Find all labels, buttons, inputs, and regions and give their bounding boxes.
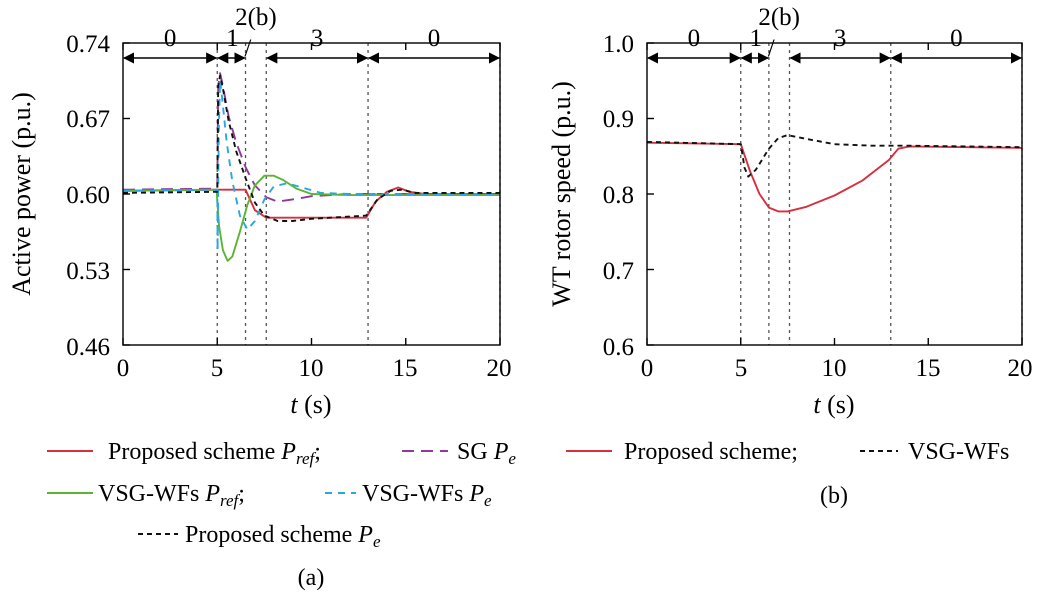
phase-label: 3 (834, 25, 847, 52)
xtick-label: 0 (641, 355, 654, 382)
y-axis-label-a: Active power (p.u.) (7, 92, 36, 296)
xtick-label: 5 (735, 355, 748, 382)
legend-item-sg-pe: SG Pe (457, 439, 516, 468)
ticks-b (646, 42, 1023, 346)
phase-slash: / (244, 35, 251, 62)
caption-a: (a) (298, 565, 325, 591)
plot-frame-b (646, 42, 1023, 346)
legend-item-proposed-pe: Proposed scheme Pe (185, 522, 381, 551)
ytick-label: 0.8 (603, 182, 634, 209)
series-group-a (122, 72, 500, 262)
legend-item-vsg-pe: VSG-WFs Pe (362, 481, 492, 510)
xtick-label: 20 (487, 355, 512, 382)
ytick-label: 0.67 (66, 106, 110, 133)
ticks-a (122, 42, 501, 346)
phase-note-label: 2(b) (235, 4, 277, 31)
ytick-label: 0.9 (603, 106, 634, 133)
ytick-label: 0.74 (66, 31, 110, 58)
series-line (122, 72, 500, 203)
legend-item-proposed-pref: Proposed scheme Pref; (108, 439, 321, 468)
x-axis-label-b: t (s) (813, 390, 854, 419)
phase-boundaries-b (740, 43, 1023, 345)
phase-label: 1 (226, 25, 239, 52)
series-line (122, 79, 500, 252)
legend-item-vsg-wfs: VSG-WFs (908, 439, 1009, 465)
phase-annotations-a: 0 1 3 0 2(b) / (122, 4, 501, 64)
series-line (646, 134, 1023, 178)
phase-slash: / (768, 35, 775, 62)
series-group-b (646, 134, 1023, 213)
phase-label: 3 (311, 25, 324, 52)
series-line (646, 141, 1023, 213)
xtick-label: 15 (916, 355, 941, 382)
caption-b: (b) (820, 483, 848, 509)
phase-label: 1 (750, 25, 763, 52)
ytick-label: 0.7 (603, 258, 634, 285)
xtick-label: 20 (1008, 355, 1033, 382)
ytick-label: 1.0 (603, 31, 634, 58)
legend-item-proposed: Proposed scheme; (624, 439, 798, 465)
xtick-label: 0 (117, 355, 130, 382)
legend-b: Proposed scheme; VSG-WFs (b) (566, 439, 1009, 509)
ytick-label: 0.46 (66, 334, 110, 361)
xtick-label: 10 (299, 355, 324, 382)
xtick-label: 5 (211, 355, 224, 382)
series-line (122, 74, 500, 222)
ytick-label: 0.6 (603, 334, 634, 361)
legend-item-vsg-pref: VSG-WFs Pref; (98, 481, 245, 510)
phase-annotations-b: 0 1 3 0 2(b) / (646, 4, 1023, 64)
ytick-label: 0.53 (66, 258, 110, 285)
xtick-label: 10 (822, 355, 847, 382)
phase-note-label: 2(b) (758, 4, 800, 31)
x-axis-label-a: t (s) (290, 390, 331, 419)
panel-b: 0 1 3 02(b)/ 0.6 0.7 0.8 0.9 1.0 0 5 10 15 … (547, 4, 1033, 419)
phase-label: 0 (950, 25, 963, 52)
phase-label: 0 (688, 25, 701, 52)
panel-a: 0 1 3 0 2(b) / 0.46 0.53 0.60 0.67 0.74 0 5 1… (7, 4, 512, 419)
xtick-label: 15 (393, 355, 418, 382)
ytick-label: 0.60 (66, 182, 110, 209)
legend-a: Proposed scheme Pref; SG Pe VSG-WFs Pref… (47, 439, 516, 591)
phase-label: 0 (428, 25, 441, 52)
phase-label: 0 (164, 25, 177, 52)
y-axis-label-b: WT rotor speed (p.u.) (547, 81, 576, 307)
